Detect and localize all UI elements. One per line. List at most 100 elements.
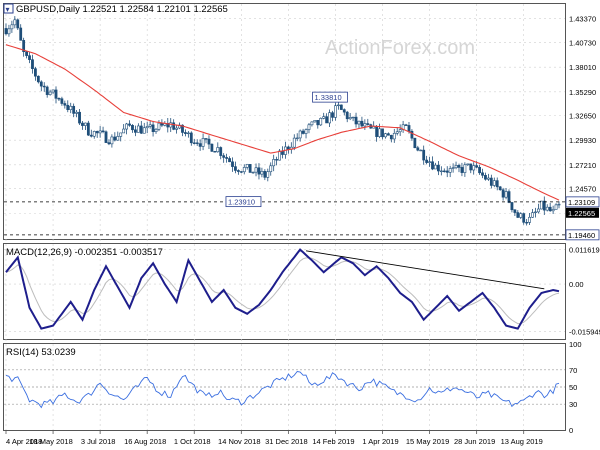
candle-body <box>366 123 370 125</box>
candle-body <box>510 202 514 211</box>
candle-body <box>51 89 55 93</box>
candle-body <box>210 143 214 152</box>
candle-body <box>407 125 411 132</box>
candle-body <box>513 209 517 213</box>
candle-body <box>175 127 179 130</box>
candle-body <box>28 55 31 60</box>
x-tick-label: 31 Dec 2018 <box>265 437 308 446</box>
candle-body <box>239 171 243 173</box>
candle-body <box>522 213 526 223</box>
candle-body <box>298 130 302 139</box>
candle-body <box>410 130 414 139</box>
candle-body <box>16 19 20 29</box>
moving-average-line <box>5 44 560 201</box>
candle-body <box>122 128 126 134</box>
candle-body <box>231 161 234 167</box>
candle-body <box>248 164 252 173</box>
candle-body <box>13 19 17 26</box>
candle-body <box>84 122 87 126</box>
macd-trendline <box>305 250 545 290</box>
candle-body <box>219 147 223 156</box>
candle-body <box>22 40 26 53</box>
candle-body <box>504 191 508 198</box>
candle-body <box>551 209 555 212</box>
support-level-box <box>565 229 600 241</box>
menu-icon[interactable] <box>3 3 14 14</box>
candle-body <box>10 24 14 30</box>
candle-body <box>78 111 81 124</box>
candle-body <box>75 111 78 114</box>
candle-body <box>92 131 96 137</box>
candle-body <box>354 116 358 125</box>
candle-body <box>7 28 11 35</box>
symbol-header: GBPUSD,Daily 1.22521 1.22584 1.22101 1.2… <box>16 4 228 15</box>
candle-body <box>207 138 211 145</box>
candle-body <box>245 164 249 168</box>
candle-body <box>492 180 496 186</box>
candle-body <box>34 68 37 77</box>
candle-body <box>204 138 208 140</box>
candle-body <box>275 159 279 161</box>
candle-body <box>254 167 258 173</box>
rsi-tick-label: 50 <box>569 383 577 392</box>
candle-body <box>478 166 481 174</box>
candle-body <box>498 186 502 191</box>
candle-body <box>342 109 346 113</box>
candle-body <box>528 216 531 223</box>
candle-body <box>101 130 105 133</box>
candle-body <box>54 89 58 99</box>
candle-body <box>519 213 523 218</box>
candle-body <box>422 149 426 161</box>
candle-body <box>325 116 329 124</box>
candle-body <box>481 172 484 176</box>
candle-body <box>454 165 458 169</box>
candle-body <box>131 125 134 131</box>
candle-body <box>460 167 464 173</box>
candle-body <box>507 191 511 203</box>
candle-body <box>310 121 314 126</box>
rsi-tick-label: 100 <box>569 340 582 349</box>
candle-body <box>348 117 352 120</box>
candle-body <box>98 130 102 134</box>
candle-body <box>154 128 158 132</box>
candle-body <box>378 128 381 137</box>
candle-body <box>31 59 34 69</box>
candle-body <box>316 120 320 126</box>
macd-signal-line <box>5 257 560 325</box>
candle-body <box>186 132 190 135</box>
candle-body <box>501 189 505 198</box>
candle-body <box>107 142 111 145</box>
rsi-tick-label: 30 <box>569 400 577 409</box>
price-annotation-label: 1.33810 <box>315 93 342 102</box>
candle-body <box>136 125 140 133</box>
candle-body <box>198 143 202 147</box>
candle-body <box>151 124 155 132</box>
candle-body <box>145 126 149 129</box>
candle-body <box>554 204 558 210</box>
menu-icon-glyph: ▾ <box>6 5 10 14</box>
price-tick-label: 1.38010 <box>569 63 596 72</box>
watermark: ActionForex.com <box>325 37 475 59</box>
price-tick-label: 1.43370 <box>569 15 596 24</box>
candle-body <box>125 123 129 130</box>
candle-body <box>95 131 99 134</box>
candle-body <box>266 171 270 178</box>
candle-body <box>169 122 173 128</box>
candle-body <box>542 200 546 211</box>
candle-body <box>172 122 176 130</box>
candle-body <box>357 120 361 125</box>
candle-body <box>395 131 399 134</box>
candle-body <box>331 112 334 118</box>
candle-body <box>445 170 449 173</box>
rsi-title: RSI(14) 53.0239 <box>6 347 76 358</box>
candle-body <box>328 112 331 124</box>
candle-body <box>25 51 28 56</box>
macd-tick-label: -0.015949 <box>569 327 600 336</box>
price-annotation-label: 1.23910 <box>228 198 255 207</box>
candle-body <box>392 132 396 140</box>
candle-body <box>63 103 67 106</box>
candle-body <box>475 165 479 168</box>
candle-body <box>389 134 393 140</box>
candle-body <box>451 167 455 169</box>
